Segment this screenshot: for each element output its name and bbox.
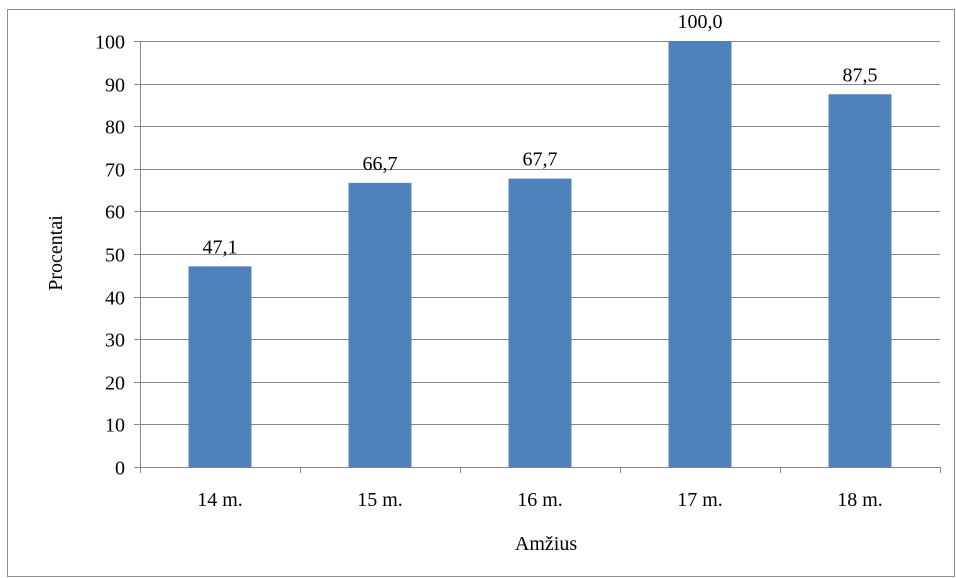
- x-tick-label: 15 m.: [357, 489, 403, 511]
- bar: [348, 182, 412, 467]
- y-tick-label: 60: [105, 202, 125, 224]
- y-tick-label: 70: [105, 160, 125, 182]
- data-label: 100,0: [678, 11, 723, 33]
- data-label: 67,7: [523, 149, 558, 171]
- y-tick-label: 90: [105, 75, 125, 97]
- axes: [134, 41, 941, 473]
- y-tick-label: 20: [105, 373, 125, 395]
- y-tick-label: 10: [105, 415, 125, 437]
- bar: [828, 94, 892, 467]
- y-tick-label: 0: [115, 458, 125, 480]
- y-tick-label: 100: [95, 32, 125, 54]
- bars: [188, 41, 892, 467]
- bar: [188, 266, 252, 467]
- data-labels: 47,1 66,7 67,7 100,0 87,5: [203, 11, 878, 258]
- chart-frame: [7, 9, 955, 577]
- x-axis-title: Amžius: [515, 533, 577, 555]
- bar: [668, 41, 732, 467]
- y-tick-label: 50: [105, 245, 125, 267]
- x-tick-label: 18 m.: [837, 489, 883, 511]
- data-label: 87,5: [843, 64, 878, 86]
- bar: [508, 178, 572, 467]
- x-tick-labels: 14 m. 15 m. 16 m. 17 m. 18 m.: [197, 489, 883, 511]
- x-tick-label: 14 m.: [197, 489, 243, 511]
- y-tick-label: 80: [105, 117, 125, 139]
- x-tick-label: 17 m.: [677, 489, 723, 511]
- y-tick-label: 30: [105, 330, 125, 352]
- y-tick-labels: 0 10 20 30 40 50 60 70 80 90 100: [95, 32, 125, 480]
- gridlines: [140, 41, 940, 425]
- y-axis-title: Procentai: [45, 215, 67, 291]
- data-label: 47,1: [203, 236, 238, 258]
- data-label: 66,7: [363, 153, 398, 175]
- y-tick-label: 40: [105, 288, 125, 310]
- x-tick-label: 16 m.: [517, 489, 563, 511]
